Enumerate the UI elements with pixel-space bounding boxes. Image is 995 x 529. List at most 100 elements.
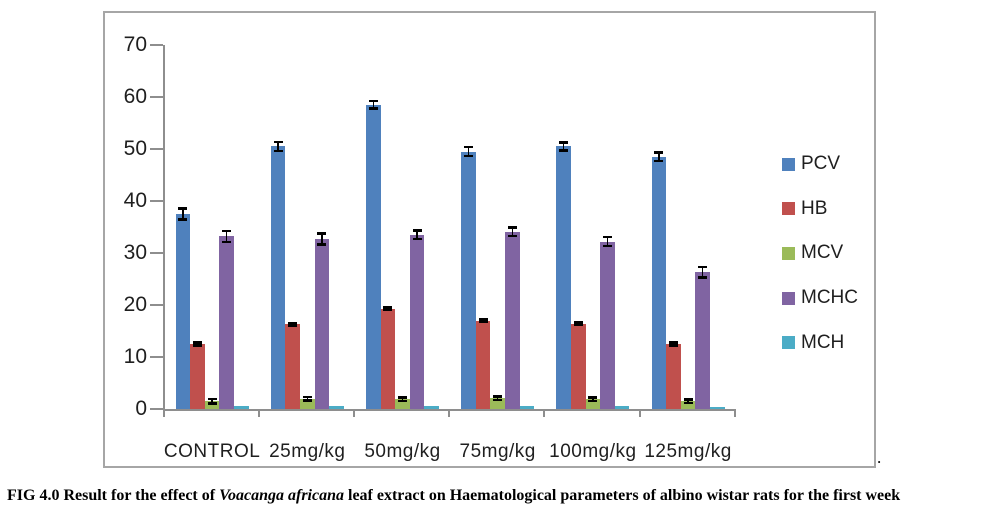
caption-prefix: FIG 4.0 Result for the effect of <box>7 487 220 504</box>
legend-item-mchc: MCHC <box>782 287 858 309</box>
error-bar-cap-top <box>478 318 488 321</box>
error-bar-cap-bottom <box>464 154 473 158</box>
error-bar-cap-top <box>573 321 583 324</box>
legend-color-swatch <box>782 246 795 260</box>
y-axis-tick-label: 70 <box>123 33 147 56</box>
error-bar-cap-top <box>193 341 202 344</box>
bar-mchc-100mg-kg <box>600 241 615 409</box>
x-axis-category-label: 50mg/kg <box>364 441 441 462</box>
error-bar-cap-bottom <box>207 402 217 405</box>
bar-mch-control <box>234 406 249 409</box>
error-bar-line-hb-75mg-kg <box>482 319 484 322</box>
x-axis-tick <box>257 409 260 417</box>
legend-color-swatch <box>782 157 795 171</box>
legend-color-swatch <box>782 202 795 216</box>
error-bar-cap-bottom <box>588 399 598 403</box>
bar-mcv-75mg-kg <box>490 398 505 409</box>
legend-item-mcv: MCV <box>782 242 843 264</box>
error-bar-cap-top <box>288 321 298 325</box>
bar-pcv-125mg-kg <box>651 156 667 409</box>
error-bar-line-hb-control <box>196 342 199 346</box>
bar-hb-100mg-kg <box>571 323 586 409</box>
error-bar-cap-bottom <box>178 218 188 221</box>
y-axis-tick <box>149 148 163 150</box>
y-axis-tick <box>149 200 163 202</box>
error-bar-cap-bottom <box>222 240 232 244</box>
bar-hb-75mg-kg <box>475 320 491 409</box>
y-axis-tick <box>149 96 163 98</box>
error-bar-line-mcv-125mg-kg <box>687 399 689 403</box>
bar-mchc-control <box>219 236 234 409</box>
plot-area: 0 10 20 30 40 50 60 70 CONTROL 25mg/kg 50mg/kg 75mg… <box>103 11 876 468</box>
error-bar-cap-bottom <box>383 308 393 312</box>
error-bar-line-mcv-25mg-kg <box>306 397 309 401</box>
y-axis-tick-label: 60 <box>123 85 147 108</box>
bar-pcv-75mg-kg <box>461 151 476 409</box>
error-bar-cap-bottom <box>317 243 327 246</box>
bar-mchc-125mg-kg <box>695 272 710 409</box>
error-bar-line-mchc-control <box>225 231 228 242</box>
x-axis-tick <box>733 409 736 417</box>
error-bar-line-mchc-75mg-kg <box>511 227 514 236</box>
error-bar-cap-bottom <box>683 401 693 405</box>
legend-label: HB <box>801 197 828 219</box>
legend-label: MCHC <box>801 287 858 309</box>
error-bar-cap-top <box>669 341 678 344</box>
y-axis-tick <box>149 252 163 254</box>
error-bar-line-mcv-75mg-kg <box>496 396 499 400</box>
error-bar-cap-bottom <box>573 323 583 327</box>
bar-mchc-25mg-kg <box>314 238 330 409</box>
error-bar-line-mchc-25mg-kg <box>321 233 323 245</box>
error-bar-cap-top <box>207 397 217 401</box>
bar-pcv-100mg-kg <box>556 146 571 409</box>
x-axis-tick <box>162 409 165 417</box>
bar-mchc-75mg-kg <box>505 231 520 409</box>
bar-mcv-125mg-kg <box>680 401 696 409</box>
bar-mchc-50mg-kg <box>409 234 425 409</box>
error-bar-line-mcv-50mg-kg <box>401 397 404 401</box>
bar-hb-control <box>190 344 205 409</box>
error-bar-cap-bottom <box>603 244 612 248</box>
y-axis-tick-label: 30 <box>123 241 147 264</box>
legend-label: PCV <box>801 153 841 174</box>
error-bar-line-pcv-75mg-kg <box>467 147 470 156</box>
error-bar-line-hb-50mg-kg <box>387 307 389 310</box>
x-axis-tick <box>352 409 355 417</box>
error-bar-cap-top <box>683 398 693 401</box>
error-bar-cap-bottom <box>273 149 283 153</box>
legend-color-swatch <box>782 336 795 350</box>
bar-mcv-100mg-kg <box>585 399 601 409</box>
error-bar-cap-top <box>507 226 517 229</box>
error-bar-line-pcv-50mg-kg <box>372 101 375 109</box>
bar-mch-125mg-kg <box>710 407 725 409</box>
error-bar-cap-bottom <box>698 276 708 279</box>
error-bar-cap-bottom <box>193 344 202 347</box>
chart-frame: 0 10 20 30 40 50 60 70 CONTROL 25mg/kg 50mg/kg 75mg… <box>103 11 876 468</box>
error-bar-line-mcv-100mg-kg <box>592 397 594 401</box>
error-bar-cap-bottom <box>288 324 298 327</box>
error-bar-cap-top <box>222 229 232 233</box>
x-axis-tick <box>543 409 546 417</box>
error-bar-cap-bottom <box>398 399 407 403</box>
y-axis-tick <box>149 304 163 306</box>
y-axis-line <box>162 45 165 417</box>
error-bar-cap-top <box>493 395 503 398</box>
error-bar-line-mchc-125mg-kg <box>701 267 704 278</box>
error-bar-line-mchc-50mg-kg <box>416 230 418 239</box>
legend-item-pcv: PCV <box>782 153 840 175</box>
bar-mch-25mg-kg <box>329 406 344 409</box>
error-bar-cap-top <box>559 141 569 144</box>
error-bar-cap-bottom <box>493 398 503 402</box>
bar-hb-25mg-kg <box>285 324 300 409</box>
error-bar-cap-top <box>273 140 283 144</box>
error-bar-cap-top <box>588 396 598 399</box>
legend-color-swatch <box>782 291 795 305</box>
y-axis-tick-label: 50 <box>123 137 147 160</box>
legend-item-hb: HB <box>782 198 827 220</box>
bar-pcv-50mg-kg <box>366 104 381 409</box>
error-bar-cap-bottom <box>669 344 678 347</box>
x-axis-category-label: CONTROL <box>163 441 261 462</box>
y-axis-tick-label: 0 <box>135 397 147 420</box>
error-bar-cap-bottom <box>507 234 517 238</box>
